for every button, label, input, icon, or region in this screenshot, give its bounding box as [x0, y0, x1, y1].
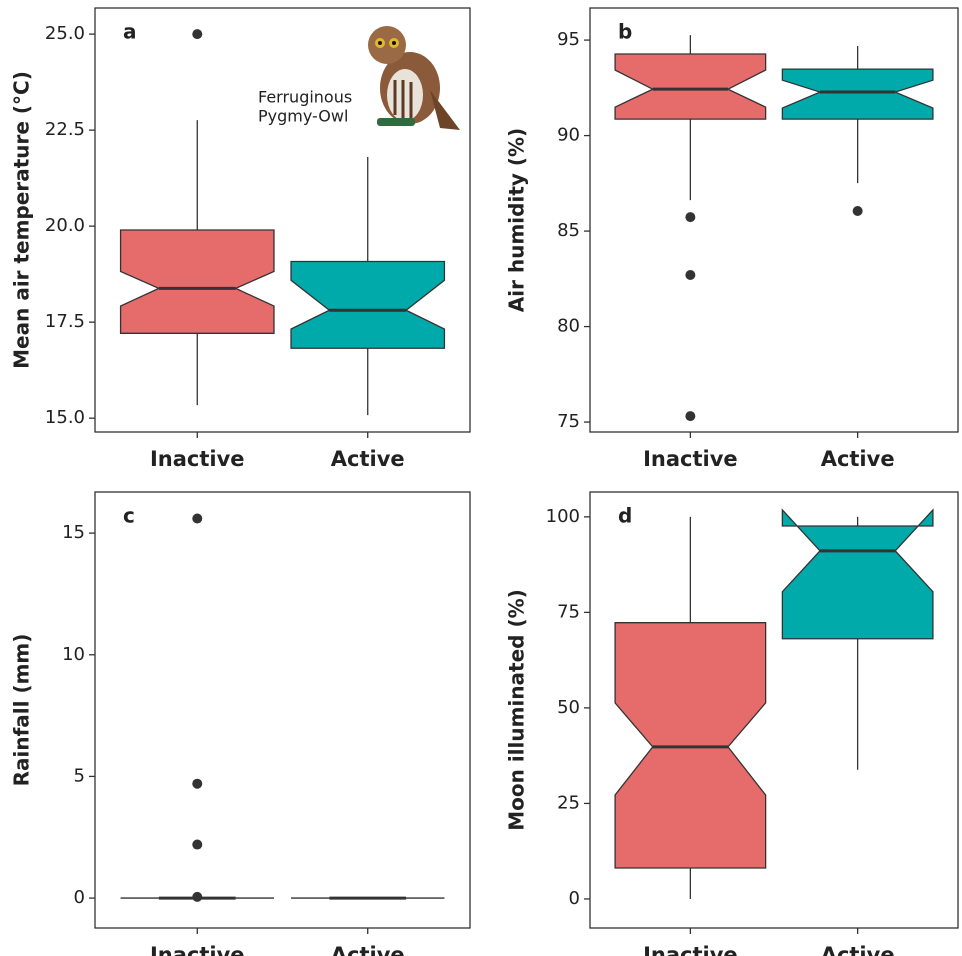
plot-frame	[589, 7, 959, 433]
y-tick-label: 100	[546, 506, 580, 527]
y-tick-label: 50	[557, 697, 580, 718]
outlier	[852, 206, 863, 217]
plot-frame	[94, 7, 471, 433]
y-tick-label: 0	[569, 888, 580, 909]
y-axis-title: Moon illuminated (%)	[505, 589, 529, 831]
box	[781, 68, 934, 120]
annotation: Pygmy-Owl	[258, 107, 348, 126]
x-tick-label: Inactive	[643, 943, 738, 956]
outlier	[192, 513, 203, 524]
outlier	[685, 212, 696, 223]
x-tick-label: Active	[331, 943, 405, 956]
x-tick-label: Inactive	[150, 943, 245, 956]
outlier	[192, 29, 203, 40]
x-tick-label: Active	[821, 447, 895, 471]
y-tick-label: 0	[74, 887, 85, 908]
y-tick-label: 5	[74, 765, 85, 786]
y-tick-label: 25.0	[45, 23, 85, 44]
y-tick-label: 90	[557, 125, 580, 146]
y-tick-label: 85	[557, 220, 580, 241]
panel-label: b	[618, 20, 632, 44]
box	[119, 229, 275, 334]
box	[614, 622, 767, 869]
box	[290, 260, 446, 349]
outlier	[192, 891, 203, 902]
panel-label: d	[618, 504, 632, 528]
y-tick-label: 15.0	[45, 407, 85, 428]
outlier	[685, 270, 696, 281]
x-tick-label: Active	[821, 943, 895, 956]
plot-frame	[589, 491, 959, 929]
y-tick-label: 80	[557, 316, 580, 337]
box	[781, 508, 934, 640]
panel-label: c	[123, 504, 135, 528]
x-tick-label: Inactive	[643, 447, 738, 471]
panel-label: a	[123, 20, 137, 44]
outlier	[685, 411, 696, 422]
y-axis-title: Mean air temperature (°C)	[10, 71, 34, 369]
y-tick-label: 17.5	[45, 311, 85, 332]
y-tick-label: 95	[557, 29, 580, 50]
outlier	[192, 778, 203, 789]
y-axis-title: Rainfall (mm)	[10, 634, 34, 787]
annotation: Ferruginous	[258, 88, 352, 107]
plot-frame	[94, 491, 471, 929]
y-tick-label: 25	[557, 792, 580, 813]
x-tick-label: Inactive	[150, 447, 245, 471]
owl-illustration	[368, 26, 460, 130]
y-axis-title: Air humidity (%)	[505, 128, 529, 312]
outlier	[192, 839, 203, 850]
y-tick-label: 10	[62, 644, 85, 665]
y-tick-label: 22.5	[45, 119, 85, 140]
x-tick-label: Active	[331, 447, 405, 471]
y-tick-label: 75	[557, 601, 580, 622]
y-tick-label: 75	[557, 411, 580, 432]
y-tick-label: 15	[62, 522, 85, 543]
y-tick-label: 20.0	[45, 215, 85, 236]
box	[614, 53, 767, 120]
